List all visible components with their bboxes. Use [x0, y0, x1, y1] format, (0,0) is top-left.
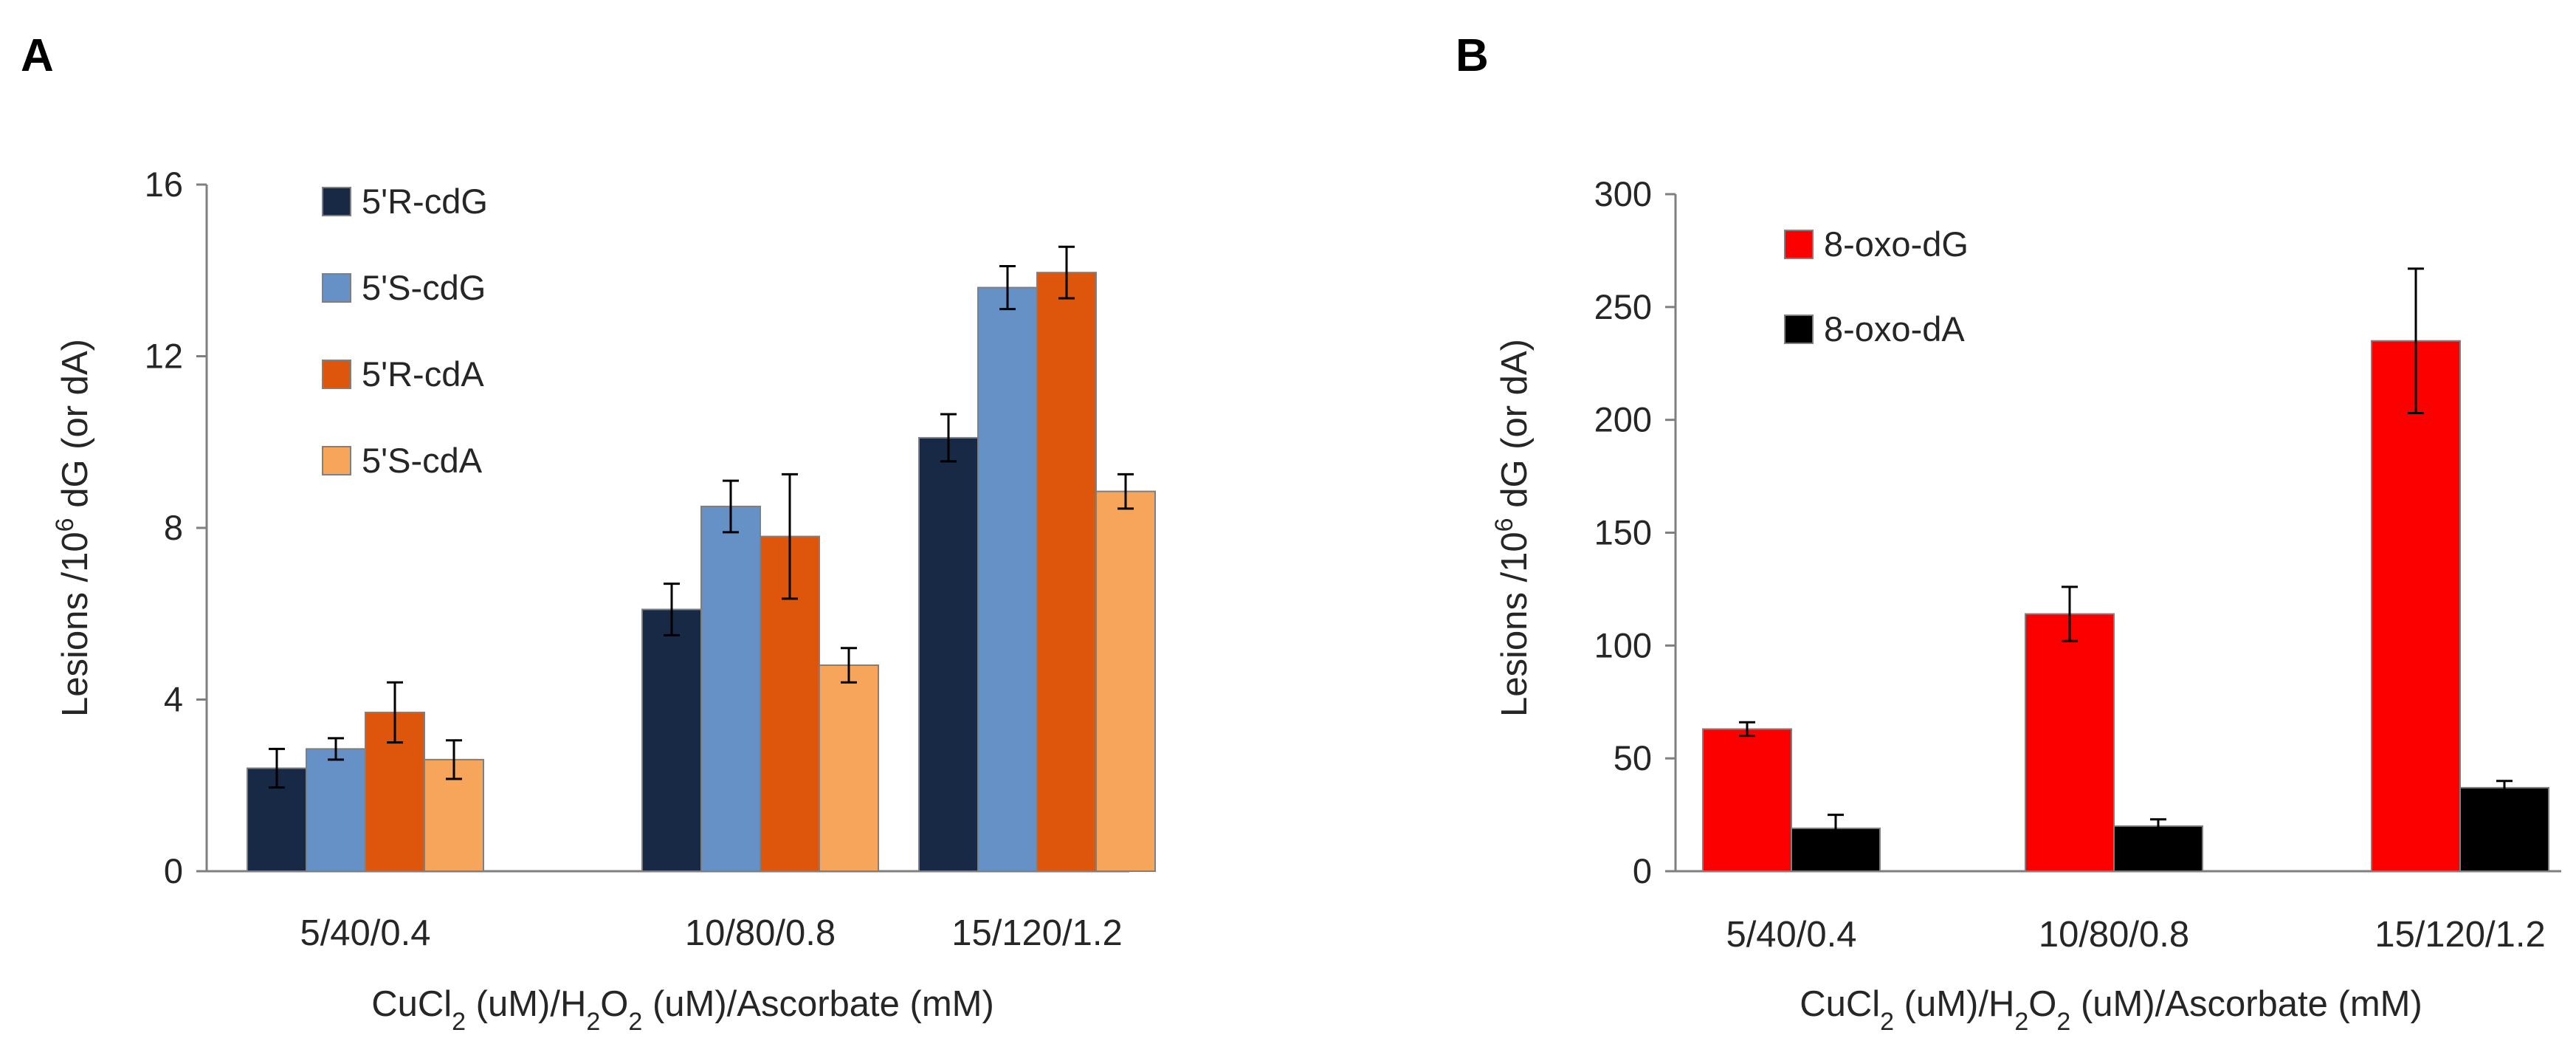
legend-label: 5'S-cdG — [362, 268, 486, 307]
legend-label: 5'R-cdA — [362, 354, 484, 394]
legend-swatch — [1784, 230, 1814, 259]
bar — [819, 664, 879, 872]
bar — [977, 286, 1038, 872]
bar — [2459, 786, 2549, 872]
bar — [700, 505, 761, 872]
bar — [1036, 272, 1097, 872]
legend-label: 5'R-cdG — [362, 182, 488, 221]
x-category-label: 15/120/1.2 — [951, 913, 1123, 953]
bar — [918, 436, 979, 872]
y-tick-label: 16 — [145, 165, 183, 204]
y-tick-label: 4 — [164, 680, 183, 719]
x-axis-title: CuCl2 (uM)/H2O2 (uM)/Ascorbate (mM) — [371, 984, 994, 1036]
x-category-label: 5/40/0.4 — [300, 913, 430, 953]
y-tick-label: 8 — [164, 508, 183, 547]
y-axis-title: Lesions /106 dG (or dA) — [51, 339, 95, 717]
panel-label-b: B — [1456, 30, 1489, 81]
legend-swatch — [322, 273, 351, 303]
y-tick-label: 0 — [164, 851, 183, 890]
x-category-label: 10/80/0.8 — [2039, 915, 2189, 955]
x-axis-title: CuCl2 (uM)/H2O2 (uM)/Ascorbate (mM) — [1800, 984, 2422, 1036]
y-tick-label: 150 — [1594, 513, 1652, 552]
panel-label-a: A — [21, 30, 54, 81]
legend-label: 5'S-cdA — [362, 441, 483, 480]
y-tick-label: 250 — [1594, 287, 1652, 326]
y-axis-title: Lesions /106 dG (or dA) — [1490, 339, 1535, 717]
y-tick-label: 100 — [1594, 625, 1652, 664]
legend-label: 8-oxo-dA — [1824, 309, 1965, 348]
x-category-label: 15/120/1.2 — [2374, 915, 2546, 955]
legend-swatch — [322, 360, 351, 389]
legend-swatch — [322, 446, 351, 475]
bar — [306, 748, 366, 872]
y-tick-label: 50 — [1614, 738, 1652, 777]
bar — [2025, 613, 2115, 872]
chart-panel-b: 0 50 100 150 200 250 300 5/40/0.4 10/80/0.8 15/12… — [1490, 174, 2561, 1036]
y-tick-label: 300 — [1594, 174, 1652, 213]
y-tick-label: 0 — [1633, 851, 1652, 890]
y-tick-label: 200 — [1594, 400, 1652, 439]
y-tick-label: 12 — [145, 337, 183, 376]
bar — [2371, 340, 2461, 872]
bar — [1702, 728, 1792, 872]
legend-label: 8-oxo-dG — [1824, 224, 1969, 264]
bar — [1095, 490, 1156, 872]
bar — [641, 608, 702, 872]
chart-panel-a: 0 4 8 12 16 5/40/0.4 10/80/0.8 15/120/1.2 5'R-cd… — [51, 165, 1156, 1036]
legend-swatch — [1784, 315, 1814, 344]
legend-swatch — [322, 187, 351, 216]
x-category-label: 10/80/0.8 — [685, 913, 836, 953]
x-category-label: 5/40/0.4 — [1726, 915, 1856, 955]
